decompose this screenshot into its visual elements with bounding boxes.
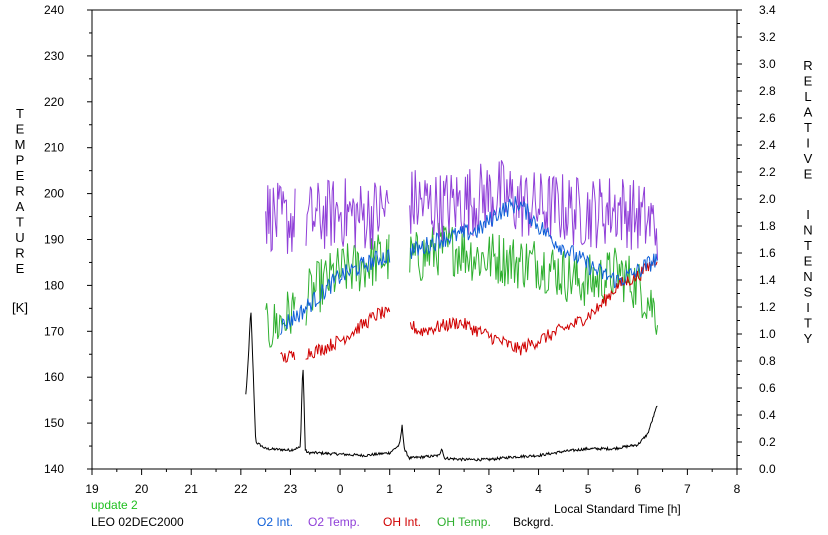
x-tick-label: 6 bbox=[634, 482, 641, 496]
left-axis-letter: T bbox=[16, 106, 24, 121]
legend-entry-oh-int: OH Int. bbox=[383, 515, 421, 529]
right-axis-letter: T bbox=[804, 238, 812, 253]
right-axis-letter: I bbox=[806, 207, 810, 222]
x-tick-label: 8 bbox=[734, 482, 741, 496]
left-tick-label: 220 bbox=[44, 95, 64, 109]
left-tick-label: 190 bbox=[44, 233, 64, 247]
plot-frame bbox=[91, 9, 738, 470]
left-tick-label: 170 bbox=[44, 324, 64, 338]
right-tick-label: 2.8 bbox=[759, 84, 776, 98]
right-tick-label: 2.2 bbox=[759, 165, 776, 179]
right-axis-letter: Y bbox=[804, 331, 813, 346]
x-tick-label: 4 bbox=[535, 482, 542, 496]
right-tick-label: 2.4 bbox=[759, 138, 776, 152]
series-line-bckgrd bbox=[245, 312, 658, 462]
x-tick-label: 5 bbox=[585, 482, 592, 496]
right-axis-letter: E bbox=[804, 167, 813, 182]
left-axis-letter: R bbox=[15, 184, 24, 199]
right-axis-letter: N bbox=[803, 269, 812, 284]
left-axis-letter: P bbox=[16, 153, 25, 168]
legend: O2 Int. O2 Temp. OH Int. OH Temp. Bckgrd. bbox=[257, 515, 554, 529]
legend-entry-o2-int: O2 Int. bbox=[257, 515, 293, 529]
x-tick-label: 19 bbox=[85, 482, 99, 496]
right-axis-letter: L bbox=[804, 89, 811, 104]
plot-border bbox=[91, 9, 738, 470]
series-line-o2-int bbox=[280, 196, 658, 336]
right-axis-letter: I bbox=[806, 136, 810, 151]
right-tick-label: 2.6 bbox=[759, 111, 776, 125]
series-line-o2-temp bbox=[265, 160, 658, 261]
left-tick-label: 140 bbox=[44, 462, 64, 476]
legend-entry-oh-temp: OH Temp. bbox=[437, 515, 491, 529]
x-tick-label: 23 bbox=[284, 482, 298, 496]
update-note: update 2 bbox=[91, 498, 138, 512]
right-tick-label: 1.4 bbox=[759, 273, 776, 287]
left-tick-label: 160 bbox=[44, 370, 64, 384]
x-tick-label: 1 bbox=[386, 482, 393, 496]
x-tick-label: 20 bbox=[135, 482, 149, 496]
x-tick-label: 21 bbox=[185, 482, 199, 496]
right-axis: 0.0 0.2 0.4 0.6 0.8 1.0 1.2 1.4 1.6 1.8 2.0 2.2 2.4 2… bbox=[737, 3, 776, 476]
right-tick-label: 0.6 bbox=[759, 381, 776, 395]
x-tick-label: 22 bbox=[234, 482, 248, 496]
right-tick-label: 1.0 bbox=[759, 327, 776, 341]
right-axis-letter: I bbox=[806, 300, 810, 315]
left-tick-label: 210 bbox=[44, 141, 64, 155]
station-note: LEO 02DEC2000 bbox=[91, 515, 184, 529]
left-tick-label: 180 bbox=[44, 278, 64, 292]
right-tick-label: 0.4 bbox=[759, 408, 776, 422]
left-tick-label: 230 bbox=[44, 49, 64, 63]
x-axis-label: Local Standard Time [h] bbox=[554, 502, 681, 516]
legend-entry-o2-temp: O2 Temp. bbox=[308, 515, 360, 529]
left-axis-letter: T bbox=[16, 215, 24, 230]
right-axis-letter: T bbox=[804, 120, 812, 135]
right-tick-label: 3.4 bbox=[759, 3, 776, 17]
right-tick-label: 0.8 bbox=[759, 354, 776, 368]
right-tick-label: 2.0 bbox=[759, 192, 776, 206]
left-axis: 140 150 160 170 180 190 200 210 220 230 240 bbox=[44, 3, 92, 476]
left-axis-letter: M bbox=[15, 137, 26, 152]
series-layer bbox=[245, 160, 658, 462]
left-axis-letter: U bbox=[15, 230, 24, 245]
right-tick-label: 3.2 bbox=[759, 30, 776, 44]
left-tick-label: 240 bbox=[44, 3, 64, 17]
x-axis: 19 20 21 22 23 0 1 2 3 4 5 6 7 8 bbox=[85, 469, 741, 496]
right-axis-letter: A bbox=[804, 105, 813, 120]
left-axis-letter: E bbox=[16, 261, 25, 276]
right-axis-letter: E bbox=[804, 74, 813, 89]
right-axis-letter: T bbox=[804, 316, 812, 331]
left-axis-letter: E bbox=[16, 168, 25, 183]
left-axis-unit: [K] bbox=[12, 300, 28, 315]
right-axis-letter: E bbox=[804, 254, 813, 269]
x-tick-label: 0 bbox=[337, 482, 344, 496]
right-axis-letter: S bbox=[804, 285, 813, 300]
right-axis-letter: V bbox=[804, 151, 813, 166]
right-tick-label: 0.0 bbox=[759, 462, 776, 476]
right-axis-letter: R bbox=[803, 58, 812, 73]
x-tick-label: 2 bbox=[436, 482, 443, 496]
right-axis-letter: N bbox=[803, 223, 812, 238]
series-line-oh-int bbox=[280, 257, 658, 363]
x-tick-label: 7 bbox=[684, 482, 691, 496]
left-tick-label: 150 bbox=[44, 416, 64, 430]
left-axis-letter: E bbox=[16, 122, 25, 137]
legend-entry-bckgrd: Bckgrd. bbox=[513, 515, 554, 529]
right-tick-label: 1.8 bbox=[759, 219, 776, 233]
x-tick-label: 3 bbox=[486, 482, 493, 496]
right-tick-label: 1.6 bbox=[759, 246, 776, 260]
right-tick-label: 0.2 bbox=[759, 435, 776, 449]
right-tick-label: 3.0 bbox=[759, 57, 776, 71]
right-tick-label: 1.2 bbox=[759, 300, 776, 314]
left-axis-letter: A bbox=[16, 199, 25, 214]
left-tick-label: 200 bbox=[44, 187, 64, 201]
left-axis-letter: R bbox=[15, 246, 24, 261]
